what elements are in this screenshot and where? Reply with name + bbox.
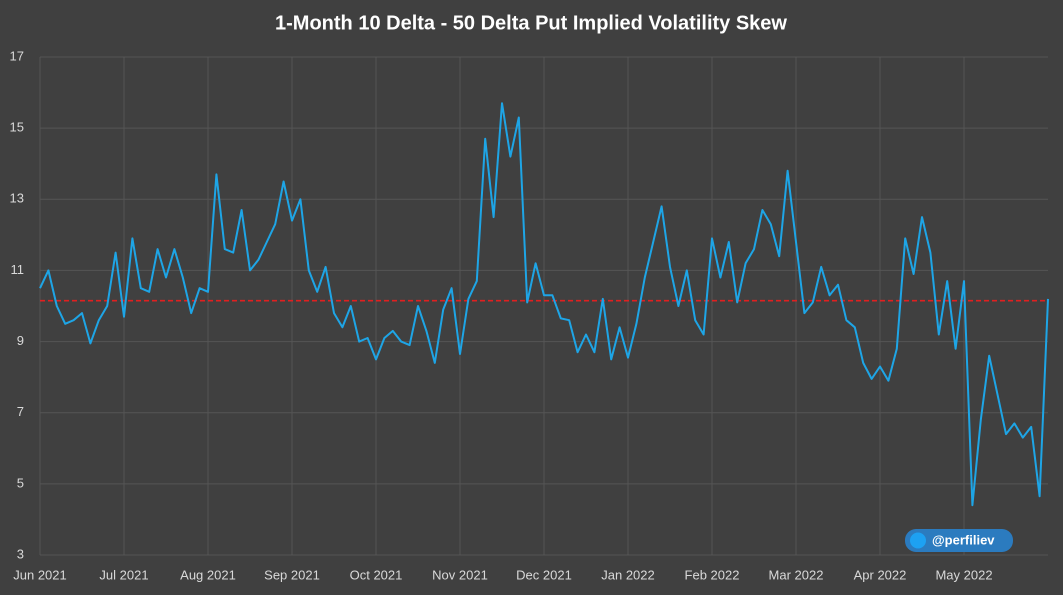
watermark-badge — [905, 529, 1013, 552]
y-tick-label: 3 — [17, 546, 24, 561]
y-tick-label: 5 — [17, 475, 24, 490]
chart-title: 1-Month 10 Delta - 50 Delta Put Implied … — [275, 12, 787, 34]
x-tick-label: Oct 2021 — [350, 567, 403, 582]
x-tick-label: Dec 2021 — [516, 567, 572, 582]
y-tick-label: 9 — [17, 333, 24, 348]
y-tick-label: 15 — [10, 120, 24, 135]
y-tick-label: 11 — [11, 262, 25, 277]
x-tick-label: Jun 2021 — [13, 567, 67, 582]
x-tick-label: Nov 2021 — [432, 567, 488, 582]
x-tick-label: Apr 2022 — [854, 567, 907, 582]
x-tick-label: May 2022 — [935, 567, 992, 582]
twitter-icon — [910, 532, 926, 549]
y-tick-label: 17 — [10, 48, 24, 63]
watermark: @perfiliev — [932, 532, 995, 547]
x-tick-label: Aug 2021 — [180, 567, 236, 582]
y-tick-label: 7 — [17, 404, 24, 419]
x-tick-label: Mar 2022 — [769, 567, 824, 582]
series-line — [39, 102, 1049, 507]
plot — [39, 102, 1049, 507]
y-tick-label: 13 — [10, 191, 24, 206]
x-tick-label: Jan 2022 — [601, 567, 655, 582]
x-tick-label: Jul 2021 — [99, 567, 148, 582]
x-tick-label: Sep 2021 — [264, 567, 320, 582]
grid — [39, 56, 1048, 556]
x-tick-label: Feb 2022 — [685, 567, 740, 582]
